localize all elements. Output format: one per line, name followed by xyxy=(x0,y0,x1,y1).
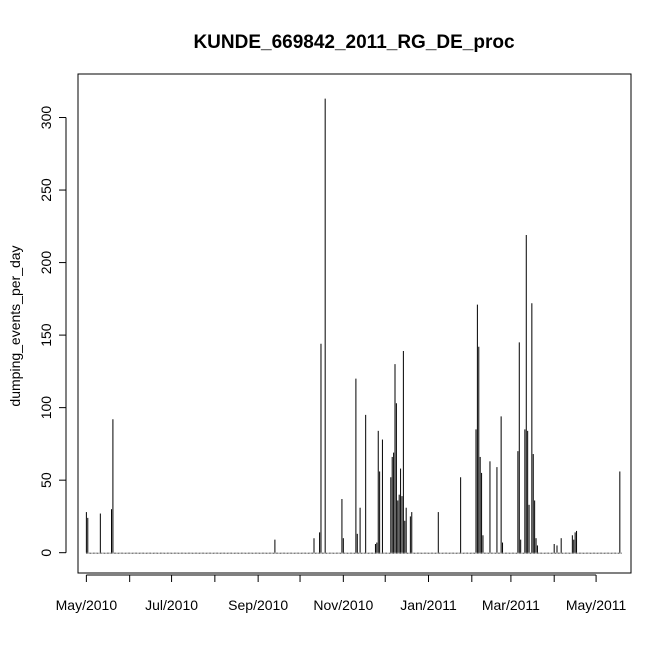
plot-frame xyxy=(77,73,632,574)
y-axis-label: dumping_events_per_day xyxy=(7,245,23,406)
y-tick-label: 250 xyxy=(38,178,54,202)
x-tick-label: Jan/2011 xyxy=(400,597,457,613)
chart-title: KUNDE_669842_2011_RG_DE_proc xyxy=(193,32,515,53)
x-tick-label: Sep/2010 xyxy=(228,597,288,613)
plot-area xyxy=(85,98,622,554)
y-tick-label: 200 xyxy=(38,251,54,275)
y-tick-label: 150 xyxy=(38,323,54,347)
x-tick-label: Nov/2010 xyxy=(313,597,373,613)
y-tick-label: 100 xyxy=(38,396,54,420)
x-tick-label: May/2010 xyxy=(56,597,118,613)
y-axis: 0 50 100 150 200 250 300 xyxy=(38,106,67,557)
x-tick-label: May/2011 xyxy=(566,597,627,613)
x-axis: May/2010 Jul/2010 Sep/2010 Nov/2010 Jan/2011… xyxy=(56,574,627,613)
y-tick-label: 0 xyxy=(38,549,54,557)
y-tick-label: 50 xyxy=(38,472,54,488)
x-tick-label: Jul/2010 xyxy=(145,597,198,613)
y-tick-label: 300 xyxy=(38,106,54,130)
x-tick-label: Mar/2011 xyxy=(482,597,540,613)
